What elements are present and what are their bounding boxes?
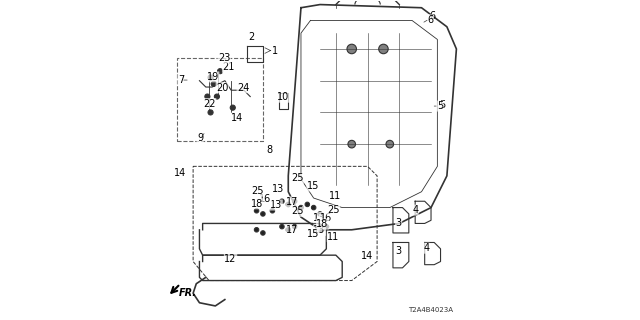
Text: 3: 3 — [396, 218, 402, 228]
Circle shape — [214, 94, 220, 99]
Circle shape — [348, 140, 356, 148]
Text: 14: 14 — [173, 168, 186, 178]
Circle shape — [208, 75, 213, 80]
Text: 17: 17 — [286, 197, 298, 207]
Circle shape — [286, 228, 291, 232]
Text: FR.: FR. — [179, 288, 197, 299]
Text: 6: 6 — [428, 15, 433, 25]
Circle shape — [218, 69, 223, 74]
Text: 12: 12 — [225, 254, 237, 264]
Circle shape — [292, 199, 297, 204]
Circle shape — [299, 205, 303, 210]
Text: 20: 20 — [216, 83, 228, 93]
Text: 13: 13 — [313, 213, 326, 223]
Text: 8: 8 — [267, 146, 273, 156]
Text: 5: 5 — [436, 101, 443, 111]
Circle shape — [211, 81, 216, 86]
Circle shape — [270, 209, 275, 213]
Text: 11: 11 — [329, 190, 341, 201]
Text: 21: 21 — [223, 62, 235, 72]
Text: 4: 4 — [412, 205, 418, 215]
Circle shape — [324, 224, 328, 229]
Text: 2: 2 — [249, 32, 255, 42]
Text: 13: 13 — [270, 200, 282, 210]
Circle shape — [205, 94, 210, 99]
Circle shape — [312, 205, 316, 210]
Text: 13: 13 — [313, 225, 326, 236]
Text: 14: 14 — [361, 251, 373, 261]
Text: 10: 10 — [277, 92, 290, 102]
Text: 4: 4 — [423, 243, 429, 253]
Text: 16: 16 — [319, 213, 332, 223]
Circle shape — [208, 110, 213, 115]
Circle shape — [254, 228, 259, 232]
Text: 18: 18 — [251, 199, 263, 209]
Circle shape — [292, 224, 297, 229]
Circle shape — [230, 105, 236, 110]
Text: 25: 25 — [291, 206, 303, 216]
Text: 14: 14 — [231, 113, 243, 123]
Text: 23: 23 — [218, 53, 230, 63]
Text: 24: 24 — [237, 83, 250, 93]
Circle shape — [286, 202, 291, 207]
Text: 1: 1 — [272, 45, 278, 56]
Circle shape — [318, 212, 322, 216]
Circle shape — [386, 140, 394, 148]
Text: 5: 5 — [439, 100, 445, 110]
Text: 15: 15 — [307, 181, 319, 191]
Text: 17: 17 — [286, 225, 298, 236]
Text: 3: 3 — [396, 246, 402, 256]
Circle shape — [280, 224, 284, 229]
Circle shape — [260, 231, 265, 235]
Text: 25: 25 — [327, 205, 340, 215]
Text: 11: 11 — [327, 232, 339, 242]
Circle shape — [260, 212, 265, 216]
Circle shape — [379, 44, 388, 54]
Circle shape — [254, 209, 259, 213]
Circle shape — [305, 202, 310, 207]
Text: 6: 6 — [429, 11, 436, 21]
Text: 22: 22 — [204, 99, 216, 108]
Text: 7: 7 — [178, 75, 184, 85]
Text: 25: 25 — [251, 186, 264, 196]
Text: 16: 16 — [259, 194, 271, 204]
Text: 18: 18 — [316, 219, 329, 229]
Circle shape — [318, 228, 322, 232]
Circle shape — [347, 44, 356, 54]
Circle shape — [280, 199, 284, 204]
Text: 15: 15 — [307, 228, 319, 239]
Text: 9: 9 — [197, 133, 203, 143]
Text: 13: 13 — [272, 184, 284, 194]
Text: T2A4B4023A: T2A4B4023A — [408, 307, 453, 313]
Text: 25: 25 — [291, 173, 303, 183]
Text: 19: 19 — [207, 72, 219, 82]
